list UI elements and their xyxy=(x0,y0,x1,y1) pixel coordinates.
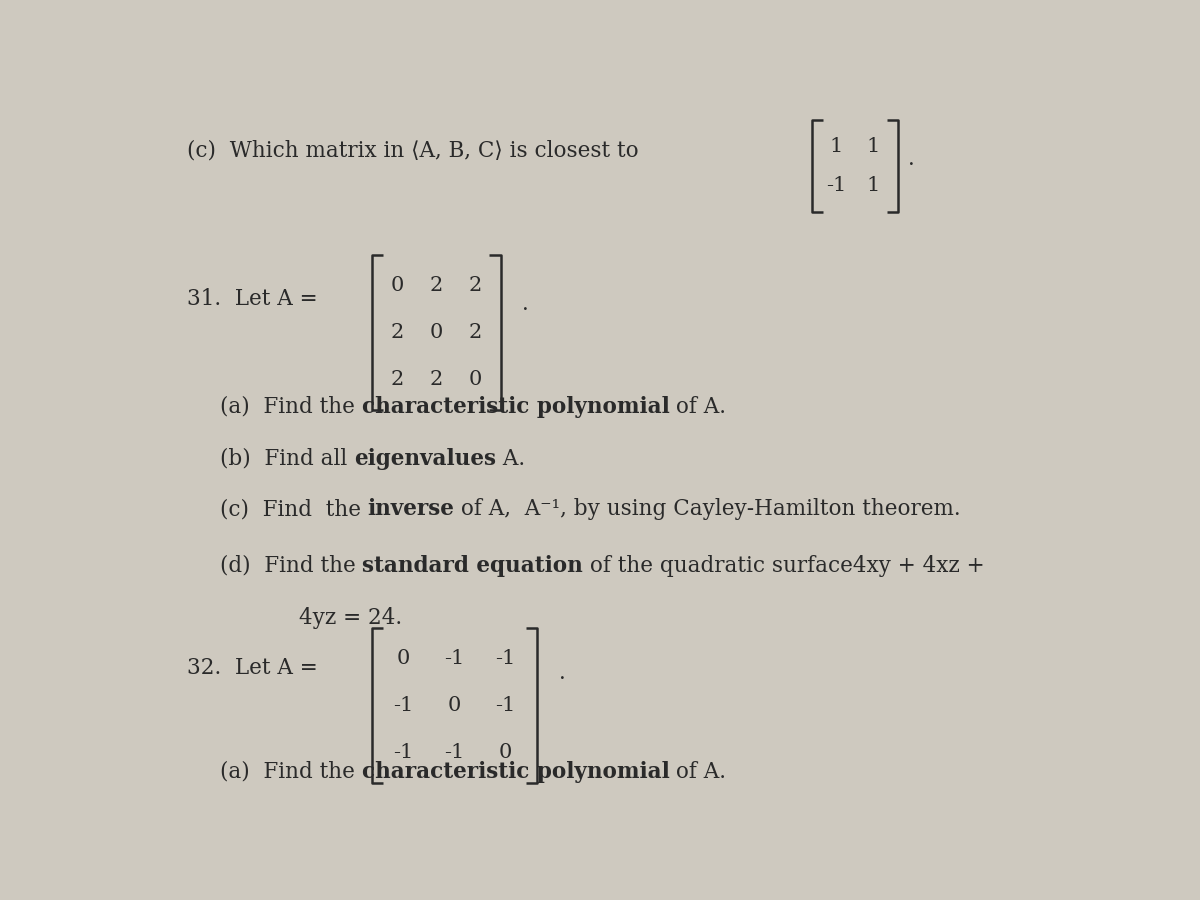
Text: 1: 1 xyxy=(829,138,844,157)
Text: 0: 0 xyxy=(448,696,461,715)
Text: of A.: of A. xyxy=(670,396,726,418)
Text: of the quadratic surface4xy + 4xz +: of the quadratic surface4xy + 4xz + xyxy=(583,555,985,577)
Text: 4yz = 24.: 4yz = 24. xyxy=(299,607,402,629)
Text: (b)  Find all: (b) Find all xyxy=(220,447,354,470)
Text: -1: -1 xyxy=(444,743,464,762)
Text: 31.  Let A =: 31. Let A = xyxy=(187,288,325,310)
Text: characteristic polynomial: characteristic polynomial xyxy=(361,760,670,783)
Text: 0: 0 xyxy=(397,649,410,668)
Text: 2: 2 xyxy=(430,370,443,389)
Text: of A.: of A. xyxy=(670,760,726,783)
Text: 32.  Let A =: 32. Let A = xyxy=(187,657,325,679)
Text: 2: 2 xyxy=(469,276,482,295)
Text: -1: -1 xyxy=(496,696,516,715)
Text: characteristic polynomial: characteristic polynomial xyxy=(361,396,670,418)
Text: 1: 1 xyxy=(866,138,881,157)
Text: standard equation: standard equation xyxy=(362,555,583,577)
Text: (d)  Find the: (d) Find the xyxy=(220,555,362,577)
Text: -1: -1 xyxy=(444,649,464,668)
Text: -1: -1 xyxy=(394,743,414,762)
Text: A.: A. xyxy=(496,447,526,470)
Text: 2: 2 xyxy=(391,323,404,342)
Text: eigenvalues: eigenvalues xyxy=(354,447,496,470)
Text: 0: 0 xyxy=(430,323,443,342)
Text: 2: 2 xyxy=(430,276,443,295)
Text: -1: -1 xyxy=(496,649,516,668)
Text: inverse: inverse xyxy=(367,499,455,520)
Text: 2: 2 xyxy=(391,370,404,389)
Text: (c)  Which matrix in ⟨A, B, C⟩ is closest to: (c) Which matrix in ⟨A, B, C⟩ is closest… xyxy=(187,140,638,161)
Text: 0: 0 xyxy=(499,743,512,762)
Text: (a)  Find the: (a) Find the xyxy=(220,760,361,783)
Text: 2: 2 xyxy=(469,323,482,342)
Text: 0: 0 xyxy=(469,370,482,389)
Text: (a)  Find the: (a) Find the xyxy=(220,396,361,418)
Text: -1: -1 xyxy=(394,696,414,715)
Text: (c)  Find  the: (c) Find the xyxy=(220,499,367,520)
Text: 1: 1 xyxy=(866,176,881,195)
Text: of A,  A⁻¹, by using Cayley-Hamilton theorem.: of A, A⁻¹, by using Cayley-Hamilton theo… xyxy=(455,499,961,520)
Text: -1: -1 xyxy=(826,176,846,195)
Text: 0: 0 xyxy=(391,276,404,295)
Text: .: . xyxy=(559,662,566,684)
Text: .: . xyxy=(522,293,529,315)
Text: .: . xyxy=(908,148,914,169)
